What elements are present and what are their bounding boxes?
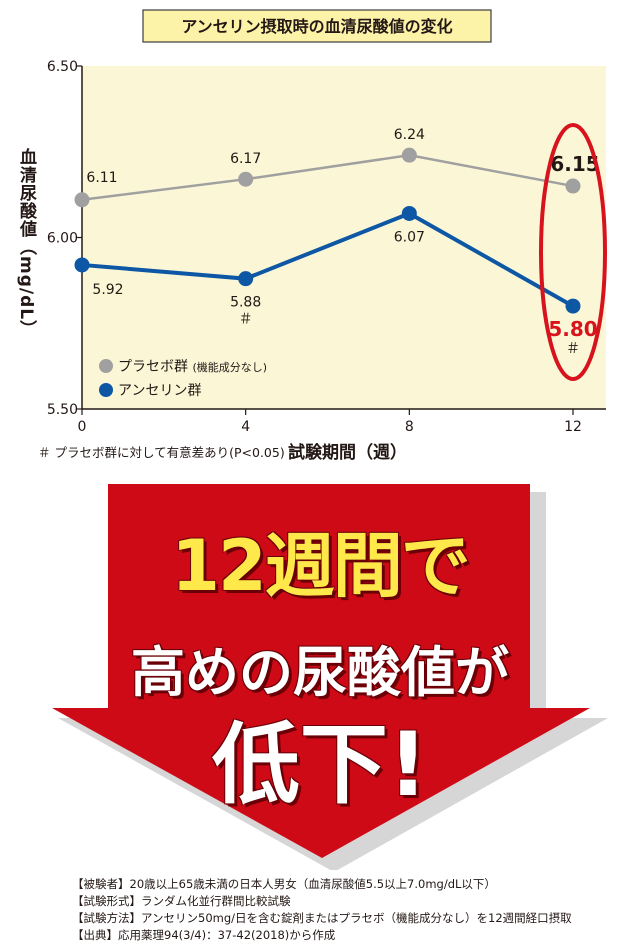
y-tick-label: 6.50 <box>47 59 78 75</box>
legend-marker-placebo <box>99 359 113 373</box>
note-source: 【出典】応用薬理94(3/4)：37-42(2018)から作成 <box>72 928 336 942</box>
note-method: 【試験方法】アンセリン50mg/日を含む錠剤またはプラセボ（機能成分なし）を12… <box>72 911 572 925</box>
line-chart: アンセリン摂取時の血清尿酸値の変化 6.50 6.00 5.500 4 8 12 6.11… <box>47 9 607 435</box>
highlight-ellipse <box>539 123 607 381</box>
legend-label-placebo-name: プラセボ群 <box>118 359 188 375</box>
significance-footnote: ＃ プラセボ群に対して有意差あり(P<0.05) <box>38 445 285 460</box>
data-point-placebo <box>401 147 417 163</box>
data-point-anserine <box>74 257 90 273</box>
down-arrow <box>52 484 590 858</box>
note-design: 【試験形式】ランダム化並行群間比較試験 <box>72 894 291 908</box>
legend: プラセボ群 (機能成分なし) アンセリン群 <box>99 359 267 399</box>
data-point-anserine <box>565 298 581 314</box>
callout-line-2: 高めの尿酸値が <box>131 641 509 704</box>
data-label-anserine: 5.80 <box>548 317 597 341</box>
data-point-placebo <box>74 192 90 208</box>
callout-line-3: 低下! <box>211 713 429 816</box>
x-tick-label: 12 <box>564 419 582 435</box>
series-line-anserine <box>81 211 574 308</box>
legend-marker-anserine <box>99 383 113 397</box>
chart-title: アンセリン摂取時の血清尿酸値の変化 <box>181 17 452 36</box>
study-notes: 【被験者】20歳以上65歳未満の日本人男女（血清尿酸値5.5以上7.0mg/dL… <box>72 876 572 944</box>
note-subjects: 【被験者】20歳以上65歳未満の日本人男女（血清尿酸値5.5以上7.0mg/dL… <box>72 877 496 891</box>
data-label-placebo: 6.17 <box>230 151 261 167</box>
data-label-anserine: 5.88 <box>230 295 261 311</box>
chart-title-box <box>142 9 492 43</box>
data-label-placebo: 6.15 <box>550 152 599 176</box>
significance-mark: ＃ <box>239 312 253 328</box>
data-point-placebo <box>565 178 581 194</box>
data-point-anserine <box>238 271 254 287</box>
data-label-anserine: 5.92 <box>92 282 123 298</box>
x-tick-label: 0 <box>78 419 87 435</box>
legend-label-placebo-note: (機能成分なし) <box>192 360 267 374</box>
data-label-placebo: 6.24 <box>394 127 425 143</box>
data-label-placebo: 6.11 <box>86 170 117 186</box>
x-axis-label: 試験期間（週） <box>288 443 407 463</box>
down-arrow-graphic <box>52 484 608 870</box>
callout-line-1: 12週間で <box>171 525 470 607</box>
data-point-anserine <box>401 205 417 221</box>
data-point-placebo <box>238 171 254 187</box>
y-tick-label: 5.50 <box>47 402 78 418</box>
significance-mark: ＃ <box>566 341 580 357</box>
y-axis-label: 血清尿酸値（mg/dL） <box>16 148 36 339</box>
data-label-anserine: 6.07 <box>394 229 425 245</box>
legend-label-anserine: アンセリン群 <box>118 383 201 399</box>
series-line-placebo <box>81 153 574 202</box>
x-tick-label: 8 <box>405 419 414 435</box>
y-tick-label: 6.00 <box>47 231 78 247</box>
legend-label-placebo: プラセボ群 (機能成分なし) <box>118 359 267 375</box>
x-tick-label: 4 <box>241 419 250 435</box>
